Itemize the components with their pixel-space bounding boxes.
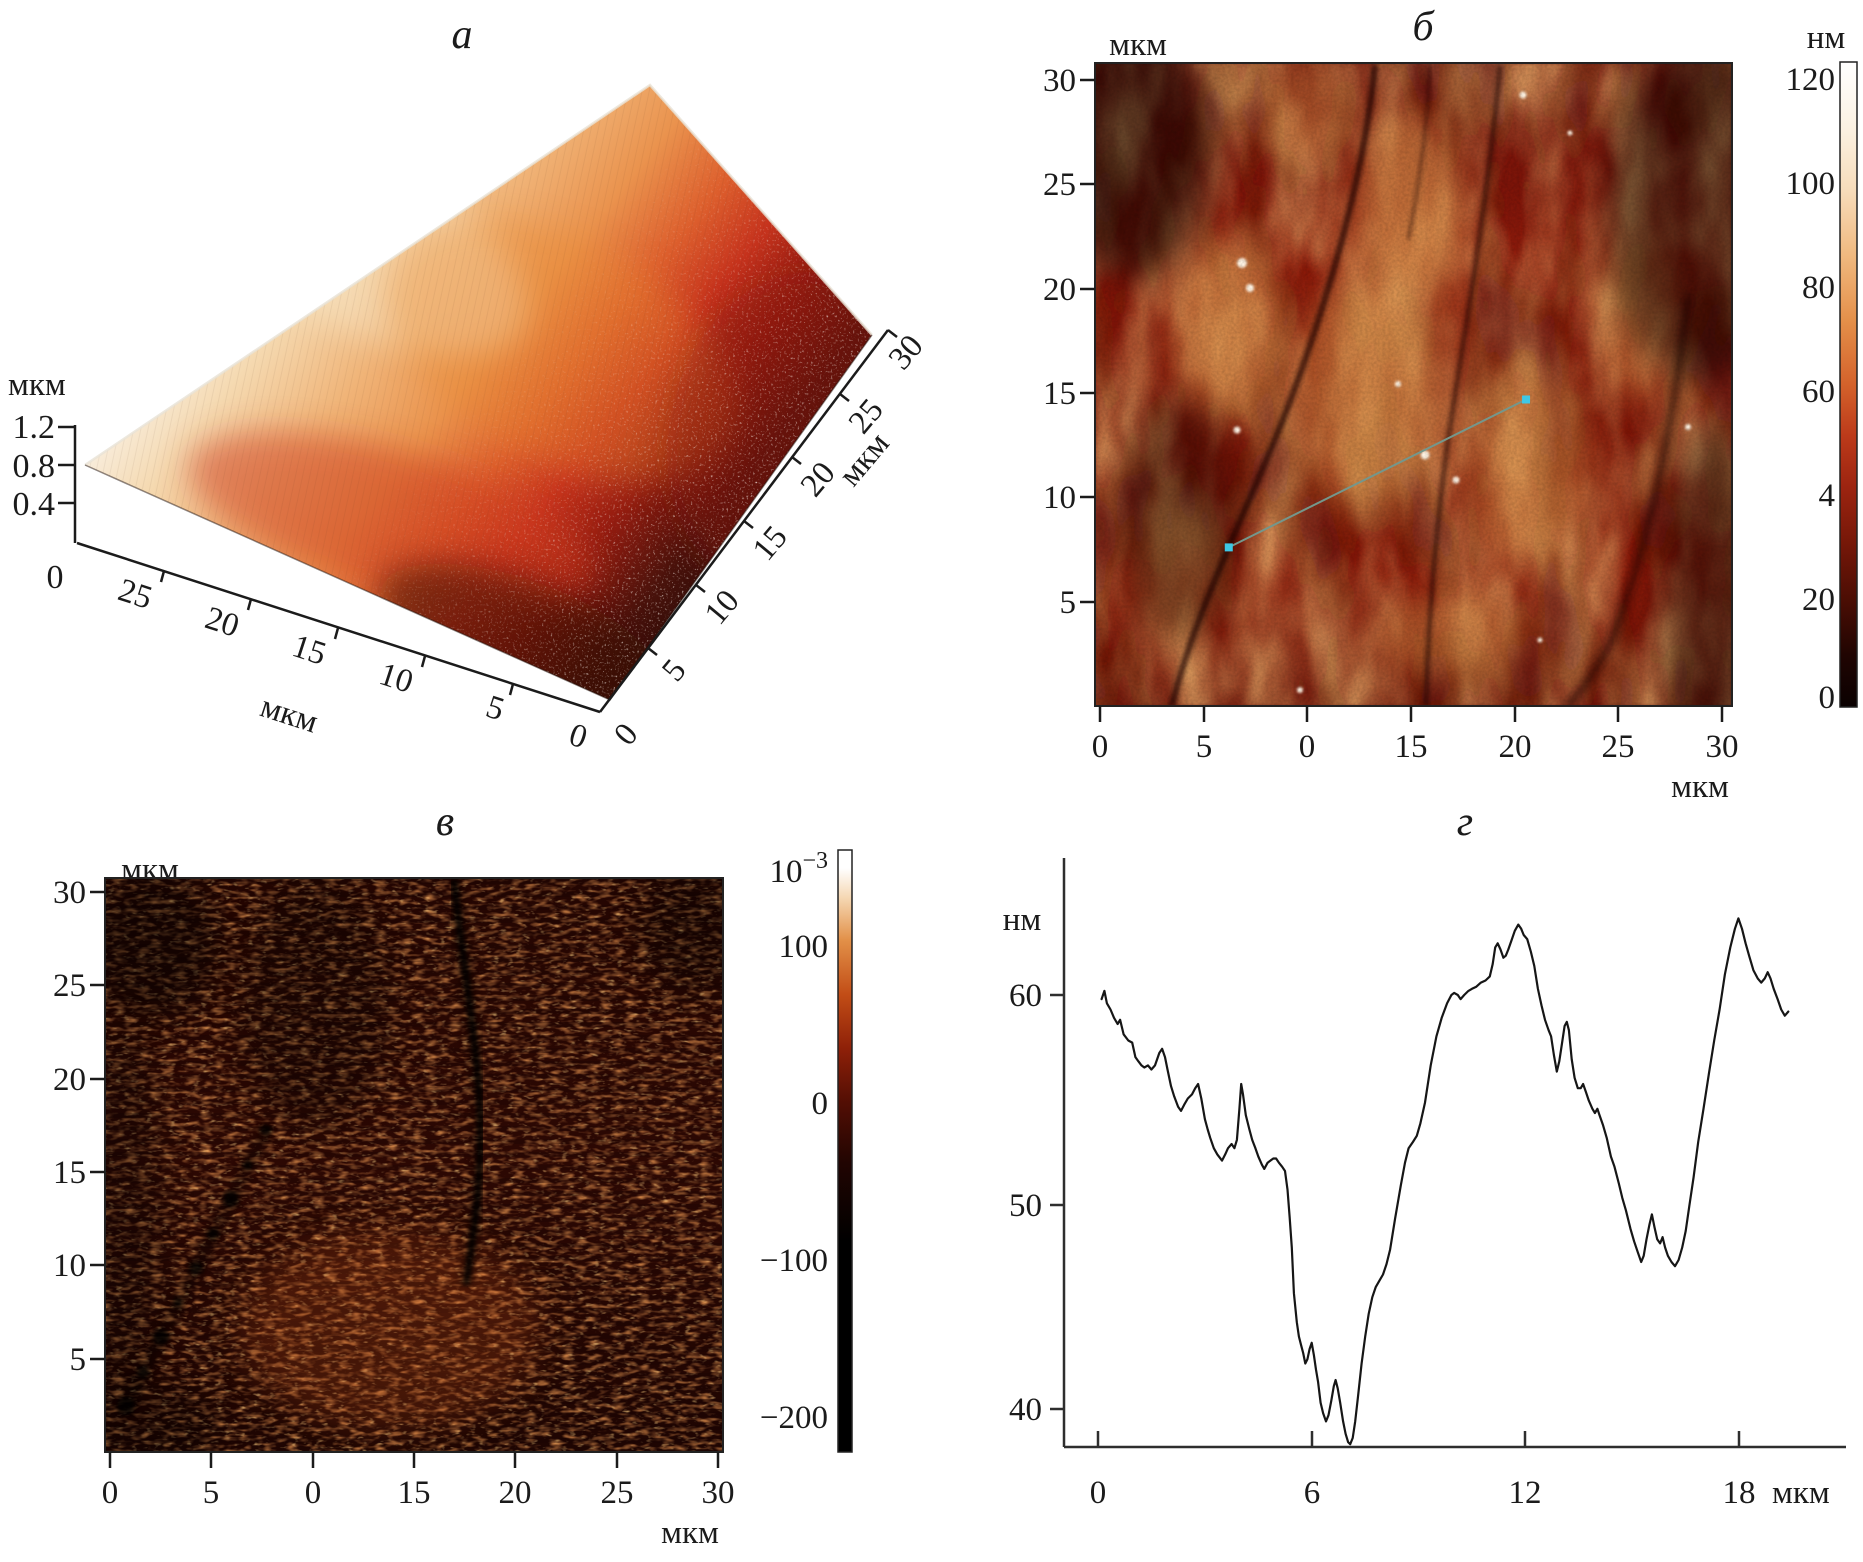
v-ytick: 25 xyxy=(53,968,86,1004)
right-axis-tick: 5 xyxy=(655,653,693,689)
g-ytick: 40 xyxy=(1009,1392,1042,1428)
left-axis-unit: мкм xyxy=(256,688,322,740)
left-axis-tick: 25 xyxy=(114,572,157,616)
panel-g-profile: г нм 60 50 40 0 6 12 18 мкм xyxy=(1003,799,1846,1511)
panel-a-surface-3d: a мкм 1.2 0.8 0.4 0 xyxy=(8,12,931,756)
height-profile-curve xyxy=(1100,917,1790,1446)
colorbar-b-tick: 0 xyxy=(1819,680,1836,716)
left-axis-tick: 5 xyxy=(482,689,509,728)
b-ytick: 25 xyxy=(1043,167,1076,203)
colorbar-b-tick: 4 xyxy=(1819,478,1836,514)
panel-g-xaxis-unit: мкм xyxy=(1772,1475,1830,1511)
v-xtick: 0 xyxy=(102,1475,119,1511)
v-xtick: 5 xyxy=(203,1475,220,1511)
panel-g-yaxis-unit: нм xyxy=(1003,902,1042,938)
colorbar-v-scale: 10−3 xyxy=(769,848,828,890)
right-axis-tick: 30 xyxy=(882,328,931,376)
surface-speckle xyxy=(85,85,872,700)
colorbar-v-tick: −200 xyxy=(760,1400,828,1436)
g-ytick: 50 xyxy=(1009,1188,1042,1224)
left-axis-tick: 15 xyxy=(288,628,331,672)
g-xtick: 6 xyxy=(1304,1475,1321,1511)
b-xtick: 25 xyxy=(1602,729,1635,765)
b-xtick: 30 xyxy=(1706,729,1739,765)
panel-v-phase: в мкм xyxy=(53,799,853,1551)
b-ytick: 10 xyxy=(1043,480,1076,516)
profile-section-line[interactable] xyxy=(1228,398,1527,549)
colorbar-b-tick: 20 xyxy=(1802,582,1835,618)
panel-b-ticks xyxy=(1080,78,1724,722)
panel-b-topography: б мкм xyxy=(1043,4,1858,805)
crack-line xyxy=(450,879,484,1286)
colorbar-v xyxy=(837,849,853,1453)
g-xtick: 18 xyxy=(1723,1475,1756,1511)
z-origin: 0 xyxy=(47,559,64,596)
colorbar-b-tick: 100 xyxy=(1786,166,1836,202)
v-xtick: 0 xyxy=(305,1475,322,1511)
right-axis-lines xyxy=(599,329,898,713)
v-xtick: 15 xyxy=(398,1475,431,1511)
b-xtick: 15 xyxy=(1395,729,1428,765)
panel-g-title: г xyxy=(1457,799,1473,845)
panel-v-title: в xyxy=(436,799,454,845)
phase-image xyxy=(105,878,723,1452)
b-ytick: 15 xyxy=(1043,376,1076,412)
panel-b-xaxis-unit: мкм xyxy=(1671,769,1729,805)
topography-image-border xyxy=(1094,62,1733,707)
panel-b-title: б xyxy=(1412,4,1435,50)
panel-b-yaxis-unit: мкм xyxy=(1109,27,1167,63)
b-ytick: 20 xyxy=(1043,272,1076,308)
colorbar-b-tick: 60 xyxy=(1802,374,1835,410)
z-tick: 0.4 xyxy=(13,486,56,523)
surface-edge-rim xyxy=(84,83,873,467)
b-xtick: 5 xyxy=(1196,729,1213,765)
g-xtick: 0 xyxy=(1090,1475,1107,1511)
topography-image xyxy=(1095,63,1732,706)
v-xtick: 20 xyxy=(499,1475,532,1511)
b-xtick: 0 xyxy=(1299,729,1316,765)
surface-3d-image xyxy=(85,85,872,700)
v-xtick: 30 xyxy=(702,1475,735,1511)
v-ytick: 15 xyxy=(53,1155,86,1191)
panel-g-axes xyxy=(1050,858,1846,1449)
chain-dots xyxy=(117,1124,272,1415)
profile-endpoint-marker[interactable] xyxy=(1522,395,1531,404)
b-xtick: 20 xyxy=(1499,729,1532,765)
colorbar-b xyxy=(1839,61,1858,708)
z-axis-unit: мкм xyxy=(8,367,66,403)
colorbar-b-unit: нм xyxy=(1807,20,1846,56)
colorbar-v-tick: −100 xyxy=(760,1243,828,1279)
v-ytick: 5 xyxy=(70,1342,87,1378)
right-axis-unit: мкм xyxy=(832,426,897,494)
colorbar-v-tick: 100 xyxy=(779,929,829,965)
v-ytick: 30 xyxy=(53,875,86,911)
profile-endpoint-marker[interactable] xyxy=(1224,543,1233,552)
b-ytick: 30 xyxy=(1043,63,1076,99)
b-xtick: 0 xyxy=(1092,729,1109,765)
v-xtick: 25 xyxy=(601,1475,634,1511)
b-ytick: 5 xyxy=(1060,585,1077,621)
colorbar-v-tick: 0 xyxy=(812,1086,829,1122)
panel-v-xaxis-unit: мкм xyxy=(661,1515,719,1551)
panel-v-ticks xyxy=(90,890,720,1468)
g-xtick: 12 xyxy=(1509,1475,1542,1511)
colorbar-b-tick: 80 xyxy=(1802,270,1835,306)
left-axis-lines xyxy=(76,541,601,714)
z-axis-lines xyxy=(58,425,77,543)
left-axis-tick: 0 xyxy=(565,717,592,756)
left-axis-tick: 10 xyxy=(375,656,418,700)
left-axis-tick: 20 xyxy=(201,600,244,644)
right-axis-tick: 0 xyxy=(607,717,645,753)
g-ytick: 60 xyxy=(1009,978,1042,1014)
panel-a-title: a xyxy=(452,12,473,58)
z-tick: 1.2 xyxy=(13,409,56,446)
z-tick: 0.8 xyxy=(13,448,56,485)
v-ytick: 10 xyxy=(53,1248,86,1284)
v-ytick: 20 xyxy=(53,1062,86,1098)
colorbar-b-tick: 120 xyxy=(1786,62,1836,98)
